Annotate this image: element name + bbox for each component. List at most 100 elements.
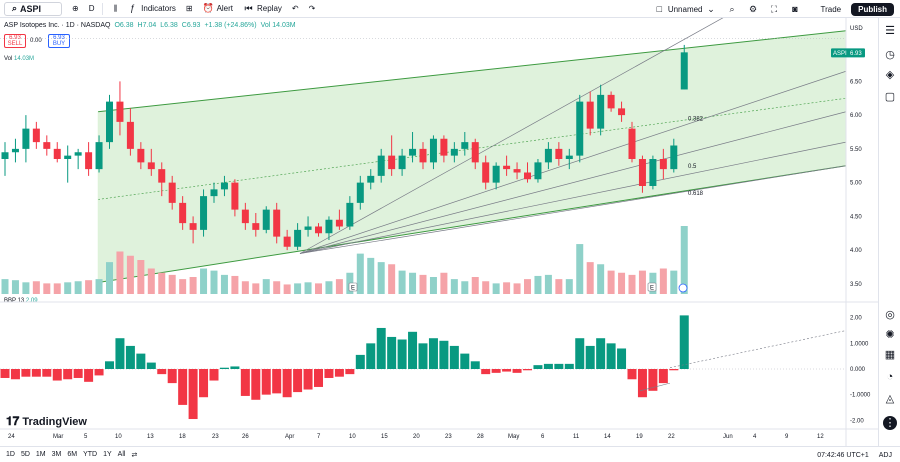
interval-button[interactable]: D <box>88 4 95 13</box>
volume-bar <box>200 268 208 294</box>
bbp-bar <box>52 369 62 381</box>
candle-body <box>283 236 291 247</box>
volume-bar <box>565 279 573 294</box>
bbp-axis[interactable]: 2.00 1.0000 0.000 -1.0000 -2.00 <box>846 311 878 425</box>
bbp-bar <box>606 343 616 369</box>
bbp-legend[interactable]: BBP 13 2.09 <box>4 298 38 304</box>
candlestick-series <box>1 44 688 251</box>
sell-button[interactable]: 6.93 SELL <box>4 34 26 48</box>
alert-button[interactable]: ⏰ Alert <box>202 3 233 14</box>
bell-icon[interactable]: ◬ <box>885 393 895 405</box>
time-tick: 9 <box>785 434 789 440</box>
tradingview-logo[interactable]: 𝟏𝟕 TradingView <box>6 414 87 429</box>
candle-body <box>137 148 145 163</box>
candle-body <box>126 121 134 149</box>
range-1d[interactable]: 1D <box>6 451 15 458</box>
bbp-bar <box>84 369 94 382</box>
layers-icon[interactable]: ◈ <box>885 69 895 81</box>
volume-bar <box>11 280 19 294</box>
gear-icon[interactable]: ⚙ <box>748 3 758 14</box>
symbol-name: ASPI <box>20 3 42 14</box>
legend-low: L6.38 <box>160 22 178 29</box>
range-all[interactable]: All <box>117 451 126 458</box>
range-ytd[interactable]: YTD <box>83 451 98 458</box>
price-tick: 6.50 <box>850 79 862 85</box>
time-tick: 28 <box>477 434 484 440</box>
volume-bar <box>32 281 40 294</box>
ideas-icon[interactable]: ✺ <box>885 329 895 341</box>
chart-type-icon[interactable]: ⫼ <box>113 3 118 13</box>
bbp-bar <box>272 369 282 394</box>
volume-bar <box>64 282 72 294</box>
volume-bar <box>524 279 531 294</box>
volume-bar <box>555 279 563 294</box>
bbp-bar <box>303 369 313 390</box>
price-axis[interactable]: USD 6.50 6.00 5.50 5.00 4.50 4.00 3.50 ASPI 6.93 <box>831 18 865 446</box>
fan-line-2 <box>299 111 847 254</box>
volume-bar <box>315 283 322 294</box>
range-3m[interactable]: 3M <box>51 451 62 458</box>
volume-bar <box>638 270 646 294</box>
trade-button[interactable]: Trade <box>820 4 842 14</box>
time-tick: 12 <box>817 434 824 440</box>
fan-line-0 <box>299 18 724 254</box>
target-icon[interactable]: ◎ <box>885 309 895 321</box>
range-5d[interactable]: 5D <box>20 451 30 458</box>
candle-body <box>22 128 30 149</box>
volume-bar <box>367 257 375 294</box>
bottom-bar-right: 07:42:46 UTC+1 ADJ <box>817 447 892 462</box>
volume-bar <box>503 282 511 294</box>
clock-time[interactable]: 07:42:46 UTC+1 <box>817 451 869 459</box>
watchlist-icon[interactable]: ☰ <box>885 25 895 37</box>
bbp-bar <box>376 327 386 369</box>
alerts-clock-icon[interactable]: ◷ <box>885 49 895 61</box>
camera-icon[interactable]: ◙ <box>792 3 798 14</box>
bbp-trend-line-a <box>639 382 671 392</box>
templates-icon[interactable]: ⊞ <box>185 4 193 13</box>
compare-icon[interactable]: ⊕ <box>72 4 79 13</box>
indicators-button[interactable]: ƒ Indicators <box>127 3 176 14</box>
candle-body <box>200 196 208 230</box>
fib-level-0-5: 0.5 <box>688 164 697 170</box>
candle-body <box>273 209 281 237</box>
publish-button[interactable]: Publish <box>851 2 894 16</box>
bbp-tick: -2.00 <box>850 418 864 424</box>
volume-bar <box>210 270 218 294</box>
time-axis[interactable]: 24 Mar 5 10 13 18 23 26 Apr 7 10 15 20 23 28 May 6 11 14 19… <box>8 434 824 440</box>
range-1m[interactable]: 1M <box>35 451 46 458</box>
adj-toggle[interactable]: ADJ <box>878 451 892 459</box>
bbp-bar <box>157 369 167 375</box>
candle-body <box>429 138 437 163</box>
earnings-marker-apr-box <box>348 282 358 292</box>
bbp-bar <box>439 340 449 369</box>
time-tick: 5 <box>84 434 88 440</box>
redo-icon[interactable]: ↷ <box>308 4 316 13</box>
time-tick: 26 <box>242 434 249 440</box>
bbp-bar <box>679 315 689 369</box>
replay-button[interactable]: ⏮ Replay <box>243 3 281 14</box>
symbol-search[interactable]: ⌕ ASPI <box>4 1 62 16</box>
calendar-icon[interactable]: ▦ <box>884 349 896 361</box>
range-1y[interactable]: 1Y <box>103 451 112 458</box>
time-tick: 7 <box>317 434 321 440</box>
volume-bar <box>576 244 584 294</box>
fullscreen-icon[interactable]: ⛶ <box>770 3 778 14</box>
buy-button[interactable]: 6.93 BUY <box>48 34 70 48</box>
undo-icon[interactable]: ↶ <box>291 4 299 13</box>
time-tick: 23 <box>445 434 452 440</box>
bbp-bar <box>387 336 397 369</box>
candle-body <box>576 101 584 156</box>
volume-legend[interactable]: Vol 14.03M <box>4 56 34 62</box>
search-icon[interactable]: ⌕ <box>729 3 735 14</box>
range-6m[interactable]: 6M <box>67 451 78 458</box>
date-range-icon[interactable]: ⇄ <box>131 451 138 459</box>
volume-bar <box>597 264 605 294</box>
chat-icon[interactable]: ▢ <box>884 91 896 103</box>
apps-grid-icon[interactable]: ⋮ <box>883 416 897 430</box>
last-price-symbol: ASPI <box>833 51 847 57</box>
bbp-bar <box>199 369 209 398</box>
layout-button[interactable]: □ Unnamed ⌄ <box>654 4 717 15</box>
broadcast-icon[interactable]: ◔ <box>886 371 894 383</box>
candle-body <box>158 169 166 183</box>
